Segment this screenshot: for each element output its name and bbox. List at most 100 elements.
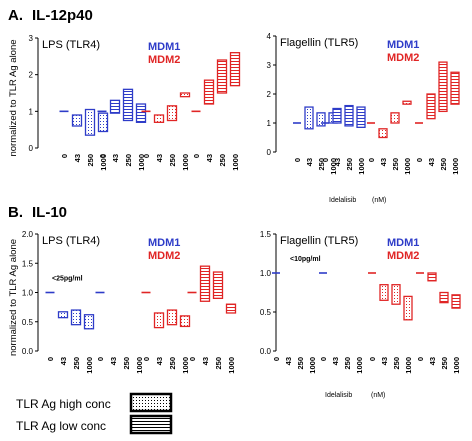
y-tick-label: 1.0 [260,269,272,278]
x-tick-label: 1000 [137,154,146,171]
x-tick-label: 250 [218,154,227,167]
legend-mdm2: MDM2 [387,52,419,64]
x-tick-label: 250 [72,357,81,370]
box-mdm2-low [229,52,241,87]
x-tick-label: 0 [368,357,377,361]
y-axis-label: normalized to TLR Ag alone [8,239,19,356]
box-mdm2-low [203,79,215,105]
x-tick-label: 0 [293,158,302,162]
x-tick-label: 1000 [181,357,190,374]
panel-a-letter: A. [8,7,23,24]
box-mdm2-high [378,128,388,139]
x-tick-label: 250 [168,154,177,167]
box-mdm1-high [97,112,109,133]
x-tick-label: 1000 [231,154,240,171]
x-axis-unit: (nM) [372,197,386,204]
x-tick-label: 250 [343,357,352,370]
box-mdm2-high [153,114,165,123]
box-mdm1-high [316,112,326,127]
x-tick-label: 43 [59,357,68,365]
x-tick-label: 43 [205,154,214,162]
stimulus-label: LPS (TLR4) [42,39,100,51]
x-tick-label: 0 [142,357,151,361]
y-tick-label: 1.5 [22,259,34,268]
condition-key: TLR Ag high conc TLR Ag low conc [16,392,173,435]
y-tick-label: 2 [267,90,272,99]
detection-limit-note: <25pg/ml [52,276,83,283]
box-mdm2-low [427,272,437,282]
y-tick-label: 0.0 [260,347,272,356]
x-tick-label: 250 [214,357,223,370]
x-tick-label: 1000 [308,357,317,374]
y-tick-label: 0.5 [22,318,34,327]
x-tick-label: 0 [98,154,107,158]
box-mdm2-low [451,294,461,309]
x-tick-label: 0 [142,154,151,158]
panel-b-letter: B. [8,204,23,221]
box-mdm2-high [166,309,178,326]
key-swatch-high [129,392,173,413]
x-tick-label: 1000 [85,357,94,374]
x-tick-label: 1000 [329,158,338,175]
panel-b-title: IL-10 [32,204,67,221]
y-tick-label: 0.5 [260,308,272,317]
x-tick-label: 250 [392,357,401,370]
x-tick-label: 1000 [135,357,144,374]
x-tick-label: 1000 [99,154,108,171]
x-tick-label: 43 [305,158,314,166]
x-tick-label: 43 [155,357,164,365]
x-tick-label: 43 [379,158,388,166]
key-swatch-low [129,414,173,435]
box-mdm2-high [379,284,389,301]
x-tick-label: 250 [439,158,448,171]
legend-mdm2: MDM2 [148,54,180,66]
stimulus-label: Flagellin (TLR5) [280,235,358,247]
box-mdm1-high [84,108,96,136]
x-tick-label: 1000 [357,158,366,175]
charts-group: 0 1 2 3 normalized to TLR Ag alone LPS (TLR4)… [8,32,461,399]
x-tick-label: 43 [155,154,164,162]
x-tick-label: 1000 [451,158,460,175]
y-axis-label: normalized to TLR Ag alone [8,39,19,156]
legend-mdm1: MDM1 [387,237,419,249]
box-mdm2-high [153,312,165,329]
x-tick-label: 1000 [355,357,364,374]
box-mdm1-low [122,88,134,122]
box-mdm2-low [450,71,460,105]
x-tick-label: 0 [272,357,281,361]
x-tick-label: 43 [109,357,118,365]
y-tick-label: 3 [29,34,34,43]
legend-mdm1: MDM1 [148,41,180,53]
box-mdm1-low [109,99,121,114]
x-tick-label: 0 [321,158,330,162]
legend-mdm1: MDM1 [148,237,180,249]
box-mdm2-high [402,100,412,105]
x-tick-label: 1000 [227,357,236,374]
box-mdm2-high [391,284,401,305]
x-tick-label: 250 [391,158,400,171]
y-tick-label: 2.0 [22,230,34,239]
panel-a-title: IL-12p40 [32,7,93,24]
x-tick-label: 250 [317,158,326,171]
y-tick-label: 4 [267,32,272,41]
x-tick-label: 250 [296,357,305,370]
x-tick-label: 43 [201,357,210,365]
box-mdm1-low [356,106,366,129]
x-tick-label: 43 [331,357,340,365]
box-mdm2-low [225,303,237,314]
y-tick-label: 3 [267,61,272,70]
box-mdm2-high [179,315,191,328]
box-mdm1-high [70,309,82,326]
box-mdm1-high [304,106,314,130]
key-label-low: TLR Ag low conc [16,419,106,433]
x-tick-label: 250 [168,357,177,370]
box-mdm2-high [390,112,400,124]
x-tick-label: 0 [319,357,328,361]
y-tick-label: 1 [267,119,272,128]
box-mdm2-low [426,93,436,120]
x-axis-unit: (nM) [371,392,385,399]
x-tick-label: 1000 [403,158,412,175]
